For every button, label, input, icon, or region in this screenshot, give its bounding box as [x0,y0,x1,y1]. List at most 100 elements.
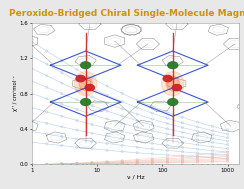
Point [120,137,124,140]
Point [135,99,139,102]
Point [135,162,139,165]
Point [150,157,154,160]
Point [75,89,79,92]
Point [150,159,154,162]
Point [75,162,79,165]
Point [60,163,64,166]
Point [120,100,124,103]
Point [165,160,169,163]
Point [60,135,64,138]
Point [135,158,139,161]
Point [135,133,139,136]
Point [165,149,169,152]
Point [135,161,139,164]
Point [165,111,169,114]
Point [181,131,184,134]
Point [181,150,184,153]
Point [211,137,214,140]
Point [75,79,79,82]
Point [60,92,64,95]
Point [105,161,109,164]
Point [195,130,199,133]
Point [211,145,214,148]
Point [135,160,139,163]
Point [181,146,184,149]
Point [90,161,94,164]
Point [165,158,169,161]
Point [195,161,199,164]
Point [90,123,94,126]
Point [181,141,184,144]
Point [135,159,139,162]
Point [181,161,184,164]
Point [30,163,34,166]
Point [30,163,34,166]
Point [195,155,199,158]
Point [105,161,109,164]
Point [120,122,124,125]
Point [195,134,199,137]
Point [226,157,230,160]
Circle shape [168,62,178,69]
Point [30,67,34,70]
Point [60,82,64,85]
Point [135,162,139,165]
Point [120,162,124,165]
Point [211,156,214,159]
Point [135,160,139,163]
Point [181,136,184,139]
Point [60,115,64,118]
Point [105,118,109,121]
Point [105,162,109,165]
Point [226,143,230,146]
Point [165,161,169,164]
Point [150,158,154,161]
Point [90,162,94,165]
Point [211,159,214,162]
Point [165,156,169,159]
Point [195,153,199,156]
Circle shape [85,84,94,91]
Circle shape [163,75,172,82]
Point [45,110,49,113]
Point [60,163,64,166]
Point [60,163,64,166]
Point [135,106,139,109]
Point [195,152,199,155]
Point [30,41,34,44]
Point [60,59,64,62]
Point [105,127,109,130]
Point [90,77,94,80]
Point [226,133,230,136]
Point [120,144,124,147]
Point [45,142,49,145]
Point [226,154,230,157]
Point [75,68,79,71]
Point [211,161,214,164]
Y-axis label: χ'' / cm³mol⁻¹: χ'' / cm³mol⁻¹ [13,76,18,112]
Ellipse shape [79,77,92,91]
Point [45,97,49,100]
Point [90,87,94,90]
Point [150,118,154,121]
Point [181,155,184,158]
Point [135,151,139,154]
Point [60,103,64,106]
Point [165,139,169,142]
Point [120,115,124,118]
Point [45,122,49,125]
Point [75,162,79,165]
Point [45,50,49,53]
Point [75,163,79,166]
Point [45,74,49,77]
Point [181,126,184,129]
Point [211,149,214,152]
Point [30,55,34,58]
Point [165,117,169,120]
Point [150,147,154,150]
Point [105,102,109,105]
Point [226,155,230,158]
Point [105,162,109,165]
Point [150,105,154,108]
Point [120,107,124,110]
